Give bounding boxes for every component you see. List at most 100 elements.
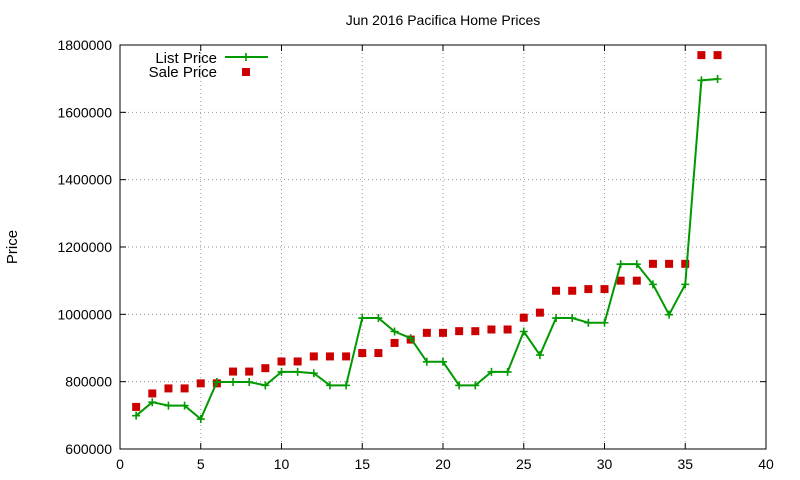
legend-marker-list-price bbox=[242, 53, 250, 61]
list-price-point bbox=[196, 415, 205, 424]
sale-price-point bbox=[229, 367, 238, 376]
sale-price-point bbox=[390, 338, 399, 347]
list-price-point bbox=[600, 318, 609, 327]
list-price-point bbox=[342, 381, 351, 390]
list-price-point bbox=[471, 381, 480, 390]
grid bbox=[120, 45, 766, 449]
legend-sample-list-price bbox=[225, 53, 268, 61]
sale-price-point bbox=[600, 285, 609, 294]
y-tick-label: 1800000 bbox=[57, 37, 112, 53]
sale-price-point bbox=[277, 357, 286, 366]
list-price-point bbox=[681, 280, 690, 289]
x-tick-label: 30 bbox=[597, 456, 613, 472]
list-price-point bbox=[455, 381, 464, 390]
x-tick-label: 25 bbox=[516, 456, 532, 472]
series-layer bbox=[132, 51, 722, 424]
sale-price-point bbox=[519, 313, 528, 322]
list-price-point bbox=[439, 357, 447, 366]
list-price-point bbox=[406, 334, 415, 343]
chart-title: Jun 2016 Pacifica Home Prices bbox=[346, 12, 541, 28]
list-price-point bbox=[358, 314, 367, 323]
list-price-point bbox=[552, 314, 561, 323]
sale-price-point bbox=[535, 308, 544, 317]
sale-price-point bbox=[632, 276, 641, 285]
y-axis-title: Price bbox=[4, 230, 21, 264]
sale-price-point bbox=[697, 51, 706, 60]
y-tick-label: 1400000 bbox=[57, 172, 112, 188]
sale-price-point bbox=[293, 357, 302, 366]
list-price-point bbox=[229, 378, 238, 387]
sale-price-point bbox=[487, 325, 496, 334]
sale-price-point bbox=[164, 384, 173, 393]
list-price-point bbox=[487, 367, 496, 376]
sale-price-point bbox=[148, 389, 157, 398]
list-price-point bbox=[245, 378, 254, 387]
sale-price-point bbox=[648, 259, 657, 268]
list-price-point bbox=[180, 401, 189, 410]
x-tick-label: 40 bbox=[758, 456, 774, 472]
sale-price-point bbox=[309, 352, 318, 361]
list-price-point bbox=[503, 367, 512, 376]
x-tick-label: 15 bbox=[354, 456, 370, 472]
legend: List Price Sale Price bbox=[149, 50, 268, 81]
list-price-point bbox=[132, 411, 141, 420]
sale-price-point bbox=[503, 325, 512, 334]
legend-marker-sale-price bbox=[242, 68, 250, 76]
list-price-point bbox=[616, 260, 625, 269]
sale-price-point bbox=[180, 384, 189, 393]
list-price-point bbox=[568, 314, 577, 323]
list-price-point bbox=[212, 378, 221, 387]
list-price-point bbox=[277, 367, 286, 376]
sale-price-point bbox=[713, 51, 722, 60]
series-sale-price bbox=[132, 51, 722, 411]
axis-ticks: 600000 800000 1000000 1200000 1400000 1600000… bbox=[57, 37, 774, 472]
sale-price-point bbox=[325, 352, 334, 361]
list-price-point bbox=[164, 401, 173, 410]
list-price-point bbox=[648, 280, 657, 289]
list-price-point bbox=[584, 318, 593, 327]
list-price-point bbox=[665, 310, 674, 319]
y-tick-label: 1600000 bbox=[57, 104, 112, 120]
x-tick-label: 0 bbox=[116, 456, 124, 472]
list-price-point bbox=[309, 369, 318, 378]
x-tick-label: 35 bbox=[677, 456, 693, 472]
list-price-point bbox=[325, 381, 334, 390]
sale-price-point bbox=[681, 259, 690, 268]
legend-label-list-price: List Price bbox=[155, 50, 217, 67]
sale-price-point bbox=[439, 328, 447, 337]
sale-price-point bbox=[422, 328, 431, 337]
y-tick-label: 1200000 bbox=[57, 239, 112, 255]
legend-label-sale-price: Sale Price bbox=[149, 64, 217, 81]
x-tick-label: 10 bbox=[274, 456, 290, 472]
list-price-point bbox=[422, 357, 431, 366]
sale-price-point bbox=[552, 286, 561, 295]
sale-price-point bbox=[196, 379, 205, 388]
list-price-point bbox=[293, 367, 302, 376]
list-price-point bbox=[261, 381, 270, 390]
list-price-point bbox=[519, 327, 528, 336]
list-price-point bbox=[148, 398, 157, 407]
list-price-line bbox=[135, 78, 718, 421]
sale-price-point bbox=[261, 364, 270, 373]
list-price-point bbox=[632, 260, 641, 269]
sale-price-point bbox=[358, 349, 367, 358]
sale-price-point bbox=[568, 286, 577, 295]
sale-price-point bbox=[245, 367, 254, 376]
sale-price-point bbox=[342, 352, 351, 361]
sale-price-point bbox=[665, 259, 674, 268]
list-price-point bbox=[374, 314, 383, 323]
sale-price-point bbox=[616, 276, 625, 285]
sale-price-point bbox=[132, 402, 141, 411]
y-tick-label: 1000000 bbox=[57, 306, 112, 322]
sale-price-point bbox=[455, 327, 464, 336]
y-tick-label: 800000 bbox=[65, 374, 112, 390]
list-price-point bbox=[697, 76, 706, 85]
x-tick-label: 5 bbox=[197, 456, 205, 472]
list-price-point bbox=[713, 75, 722, 84]
list-price-point bbox=[390, 327, 399, 336]
series-list-price bbox=[132, 75, 722, 424]
sale-price-point bbox=[584, 285, 593, 294]
sale-price-point bbox=[374, 349, 383, 358]
legend-sample-sale-price bbox=[242, 68, 250, 76]
sale-price-point bbox=[471, 327, 480, 336]
